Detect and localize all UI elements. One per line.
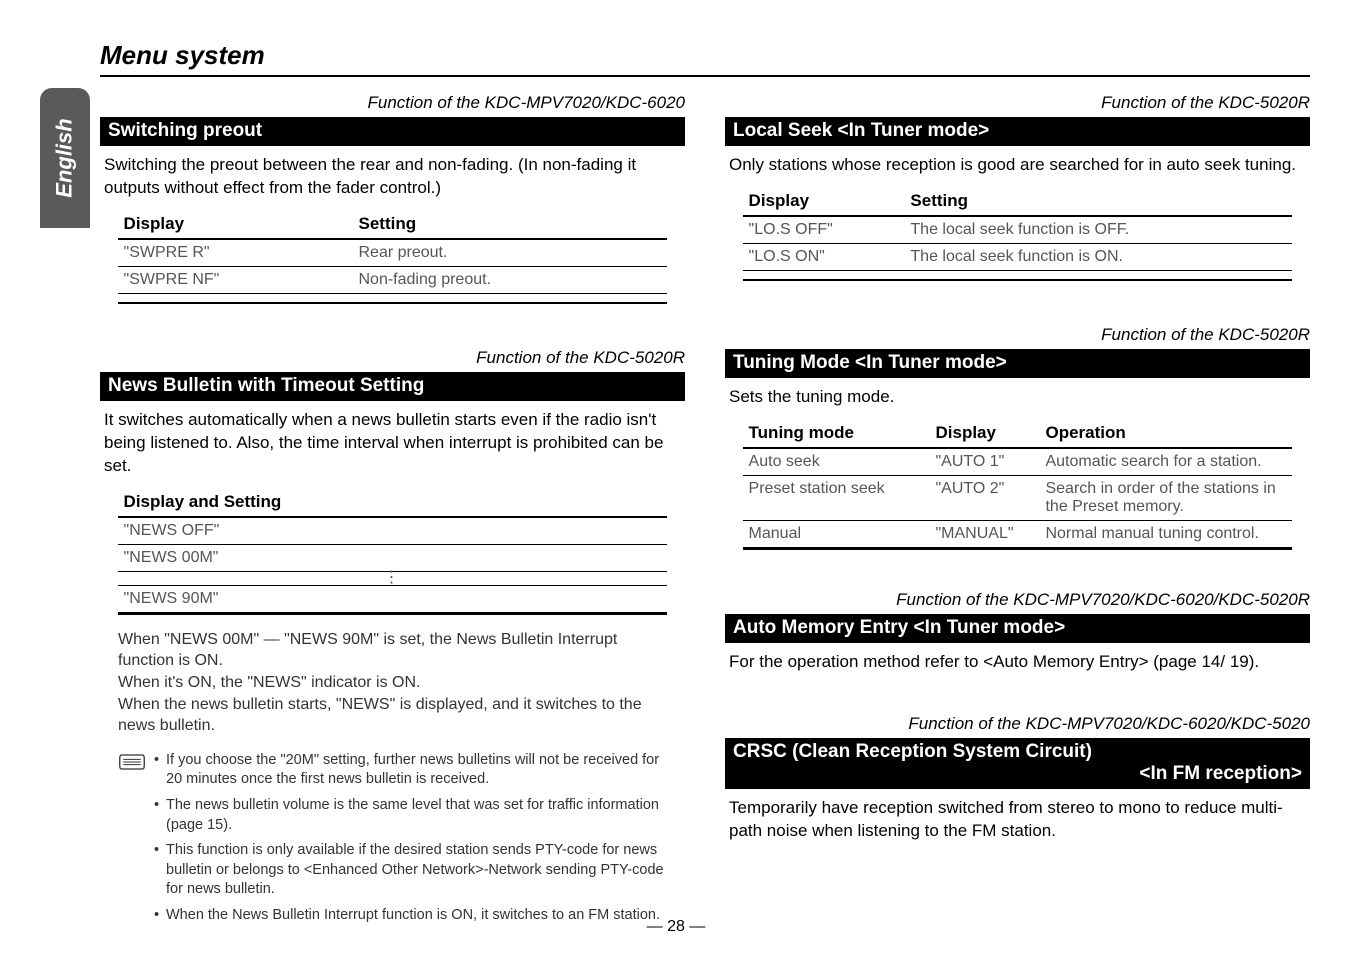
local-col1: Display bbox=[743, 187, 905, 216]
news-heading: News Bulletin with Timeout Setting bbox=[100, 372, 685, 401]
table-row: "SWPRE NF" Non-fading preout. bbox=[118, 266, 668, 293]
local-table: Display Setting "LO.S OFF" The local see… bbox=[743, 187, 1293, 271]
tip-block: If you choose the "20M" setting, further… bbox=[118, 751, 667, 932]
table-row: "SWPRE R" Rear preout. bbox=[118, 239, 668, 267]
table-row: ⋮ bbox=[118, 571, 668, 585]
switching-table: Display Setting "SWPRE R" Rear preout. "… bbox=[118, 210, 668, 294]
page-content: Menu system Function of the KDC-MPV7020/… bbox=[100, 40, 1310, 931]
table-row: "LO.S OFF" The local seek function is OF… bbox=[743, 216, 1293, 244]
automem-func-note: Function of the KDC-MPV7020/KDC-6020/KDC… bbox=[725, 590, 1310, 610]
tuning-desc: Sets the tuning mode. bbox=[729, 386, 1306, 409]
crsc-desc: Temporarily have reception switched from… bbox=[729, 797, 1306, 843]
tip-item: The news bulletin volume is the same lev… bbox=[154, 796, 667, 835]
crsc-heading-line1: CRSC (Clean Reception System Circuit) bbox=[733, 741, 1302, 763]
crsc-heading: CRSC (Clean Reception System Circuit) <I… bbox=[725, 738, 1310, 789]
local-func-note: Function of the KDC-5020R bbox=[725, 93, 1310, 113]
automem-heading: Auto Memory Entry <In Tuner mode> bbox=[725, 614, 1310, 643]
switching-desc: Switching the preout between the rear an… bbox=[104, 154, 681, 200]
news-table: Display and Setting "NEWS OFF" "NEWS 00M… bbox=[118, 488, 668, 613]
news-func-note: Function of the KDC-5020R bbox=[100, 348, 685, 368]
table-row: Preset station seek "AUTO 2" Search in o… bbox=[743, 475, 1293, 520]
tip-item: When the News Bulletin Interrupt functio… bbox=[154, 906, 667, 926]
tuning-col3: Operation bbox=[1039, 419, 1292, 448]
switching-heading: Switching preout bbox=[100, 117, 685, 146]
switching-col2: Setting bbox=[352, 210, 667, 239]
language-label: English bbox=[52, 118, 78, 197]
page-number: — 28 — bbox=[647, 918, 706, 936]
news-desc: It switches automatically when a news bu… bbox=[104, 409, 681, 478]
table-row: "NEWS OFF" bbox=[118, 517, 668, 545]
title-row: Menu system bbox=[100, 40, 1310, 77]
table-row: "NEWS 90M" bbox=[118, 585, 668, 612]
table-row: Manual "MANUAL" Normal manual tuning con… bbox=[743, 520, 1293, 547]
table-row: "LO.S ON" The local seek function is ON. bbox=[743, 243, 1293, 270]
page-title: Menu system bbox=[100, 40, 1310, 71]
left-column: Function of the KDC-MPV7020/KDC-6020 Swi… bbox=[100, 87, 685, 931]
table-row: Auto seek "AUTO 1" Automatic search for … bbox=[743, 448, 1293, 476]
crsc-heading-line2: <In FM reception> bbox=[733, 763, 1302, 785]
tuning-col1: Tuning mode bbox=[743, 419, 930, 448]
language-tab: English bbox=[40, 88, 90, 228]
switching-col1: Display bbox=[118, 210, 353, 239]
news-col-head: Display and Setting bbox=[118, 488, 668, 517]
automem-desc: For the operation method refer to <Auto … bbox=[729, 651, 1306, 674]
tip-list: If you choose the "20M" setting, further… bbox=[154, 751, 667, 932]
tip-item: If you choose the "20M" setting, further… bbox=[154, 751, 667, 790]
right-column: Function of the KDC-5020R Local Seek <In… bbox=[725, 87, 1310, 931]
local-col2: Setting bbox=[904, 187, 1292, 216]
tuning-heading: Tuning Mode <In Tuner mode> bbox=[725, 349, 1310, 378]
local-heading: Local Seek <In Tuner mode> bbox=[725, 117, 1310, 146]
news-note: When "NEWS 00M" — "NEWS 90M" is set, the… bbox=[118, 629, 667, 737]
tip-item: This function is only available if the d… bbox=[154, 841, 667, 900]
note-icon bbox=[118, 751, 146, 932]
table-row: "NEWS 00M" bbox=[118, 544, 668, 571]
tuning-col2: Display bbox=[930, 419, 1040, 448]
tuning-func-note: Function of the KDC-5020R bbox=[725, 325, 1310, 345]
local-desc: Only stations whose reception is good ar… bbox=[729, 154, 1306, 177]
switching-func-note: Function of the KDC-MPV7020/KDC-6020 bbox=[100, 93, 685, 113]
tuning-table: Tuning mode Display Operation Auto seek … bbox=[743, 419, 1293, 548]
crsc-func-note: Function of the KDC-MPV7020/KDC-6020/KDC… bbox=[725, 714, 1310, 734]
